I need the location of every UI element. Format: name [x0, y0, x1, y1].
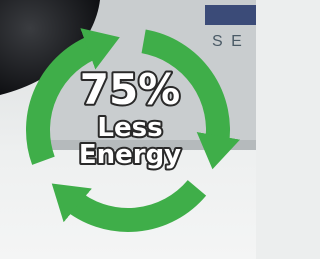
- scene: S E 75% Less Energy: [0, 0, 256, 259]
- energy-text: Energy: [79, 140, 181, 170]
- headline: 75%: [80, 65, 181, 114]
- logo-mark: [205, 5, 256, 25]
- page: S E 75% Less Energy (() => { const data …: [0, 0, 256, 259]
- logo-text: S E: [212, 33, 244, 50]
- less-text: Less: [97, 113, 162, 143]
